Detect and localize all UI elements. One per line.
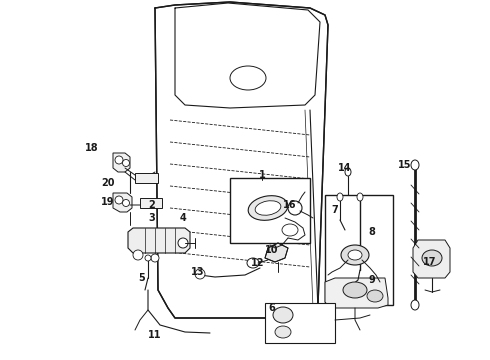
Text: 9: 9 xyxy=(368,275,375,285)
Text: 3: 3 xyxy=(148,213,155,223)
Bar xyxy=(230,178,310,243)
Text: 11: 11 xyxy=(148,330,162,340)
Ellipse shape xyxy=(348,250,362,260)
Ellipse shape xyxy=(145,255,151,261)
Ellipse shape xyxy=(367,290,383,302)
Ellipse shape xyxy=(411,300,419,310)
Text: 16: 16 xyxy=(283,200,297,210)
Ellipse shape xyxy=(115,156,123,164)
Polygon shape xyxy=(135,173,158,183)
Text: 14: 14 xyxy=(338,163,352,173)
Bar xyxy=(325,195,393,305)
Text: 12: 12 xyxy=(251,258,265,268)
Ellipse shape xyxy=(247,258,259,268)
Text: 13: 13 xyxy=(191,267,205,277)
Ellipse shape xyxy=(133,250,143,260)
Polygon shape xyxy=(128,228,190,253)
Ellipse shape xyxy=(411,160,419,170)
Ellipse shape xyxy=(248,196,288,220)
Polygon shape xyxy=(265,243,288,262)
Ellipse shape xyxy=(273,307,293,323)
Text: 15: 15 xyxy=(398,160,412,170)
Text: 4: 4 xyxy=(180,213,186,223)
Ellipse shape xyxy=(337,193,343,201)
Ellipse shape xyxy=(178,238,188,248)
Ellipse shape xyxy=(115,196,123,204)
Text: 10: 10 xyxy=(265,245,279,255)
Ellipse shape xyxy=(195,269,205,279)
Text: 5: 5 xyxy=(139,273,146,283)
Text: 1: 1 xyxy=(259,170,266,180)
Polygon shape xyxy=(413,240,450,278)
Ellipse shape xyxy=(122,159,129,166)
Ellipse shape xyxy=(151,254,159,262)
Ellipse shape xyxy=(343,282,367,298)
Ellipse shape xyxy=(357,193,363,201)
Text: 19: 19 xyxy=(101,197,115,207)
Polygon shape xyxy=(140,198,162,208)
Ellipse shape xyxy=(422,250,442,266)
Polygon shape xyxy=(113,193,132,212)
Polygon shape xyxy=(113,153,130,172)
Polygon shape xyxy=(325,278,388,308)
Text: 8: 8 xyxy=(368,227,375,237)
Ellipse shape xyxy=(288,201,302,215)
Ellipse shape xyxy=(255,201,281,215)
Ellipse shape xyxy=(122,199,129,207)
Ellipse shape xyxy=(275,326,291,338)
Text: 18: 18 xyxy=(85,143,99,153)
Polygon shape xyxy=(155,2,328,318)
Ellipse shape xyxy=(345,168,351,176)
Text: 2: 2 xyxy=(148,200,155,210)
Text: 6: 6 xyxy=(269,303,275,313)
Text: 20: 20 xyxy=(101,178,115,188)
Bar xyxy=(265,303,335,343)
Text: 7: 7 xyxy=(332,205,339,215)
Ellipse shape xyxy=(341,245,369,265)
Text: 17: 17 xyxy=(423,257,437,267)
